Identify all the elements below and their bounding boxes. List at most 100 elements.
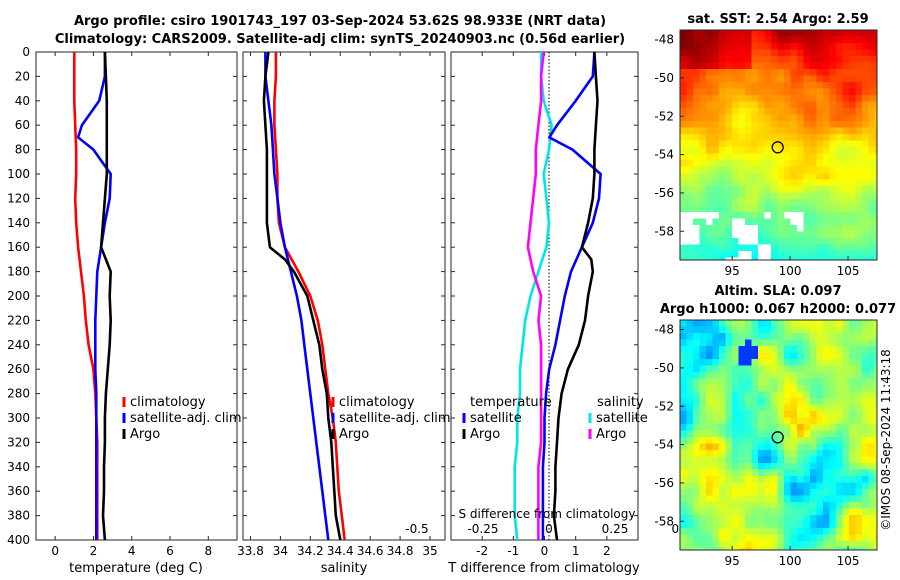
sla-map-cell [745,378,752,386]
sst-map-cell [855,49,863,57]
sla-map-cell [680,333,687,340]
sst-map-cell [784,127,791,135]
sst-map-cell [732,238,739,245]
sst-map-cell [686,231,694,239]
sla-map-cell [797,482,804,490]
sla-map-cell [771,456,778,464]
sst-map-cell [777,95,785,102]
sst-map-cell [829,179,837,187]
sst-map-cell [706,127,713,135]
sst-map-cell [849,257,856,260]
depth-tick-label: 40 [15,94,30,108]
sst-map-cell [829,218,837,226]
sla-map-cell [712,508,720,516]
sst-map-cell [816,153,824,161]
sst-map-cell [784,160,791,167]
sst-map-cell [836,192,843,200]
sla-map-cell [875,502,877,509]
sst-map-cell [764,192,772,200]
sla-map-cell [777,541,785,548]
sla-map-cell [706,430,713,438]
sla-map-cell [712,320,720,327]
sla-map-cell [725,508,733,516]
sla-map-cell [693,391,700,399]
sst-map-cell [797,49,804,57]
sla-map-cell [810,437,817,444]
sla-map-cell [816,391,824,399]
sst-map-cell [777,257,785,260]
sst-map-cell [868,95,876,102]
depth-tick-label: 220 [7,313,30,327]
sla-map-cell [836,359,843,366]
sla-map-cell [693,534,700,542]
sla-map-cell [758,378,765,386]
depth-tick-label: 80 [15,143,30,157]
sla-map-cell [764,515,772,522]
figure-title-line2: Climatology: CARS2009. Satellite-adj cli… [54,32,626,47]
sst-map-cell [751,212,759,219]
sla-map-cell [732,489,739,496]
sla-map-cell [712,534,720,542]
sst-map-cell [849,147,856,154]
sla-map-cell [764,326,772,334]
sla-map-cell [875,372,877,379]
sla-map-cell [680,417,687,425]
sla-map-cell [810,508,817,516]
sst-map-cell [829,173,837,180]
sla-map-cell [699,398,707,405]
sst-map-cell [693,101,700,109]
sst-map-cell [784,108,791,115]
sst-map-cell [712,179,720,187]
sst-map-cell [719,69,726,76]
sla-map-cell [751,469,759,477]
sst-map-cell [725,62,733,70]
sla-map-cell [823,320,830,327]
sst-map-cell [699,127,707,135]
sst-map-cell [751,56,759,63]
depth-tick-label: 240 [7,338,30,352]
sst-map-cell [875,186,877,193]
sla-map-cell [849,508,856,516]
sst-map-cell [868,173,876,180]
sla-map-cell [842,508,850,516]
sst-map-cell [699,69,707,76]
sst-map-cell [803,231,811,239]
sla-map-cell [842,411,850,418]
sla-map-cell [712,502,720,509]
sst-map-cell [803,121,811,128]
sla-map-cell [803,508,811,516]
sla-map-cell [862,378,869,386]
sst-map-cell [797,186,804,193]
sst-map-cell [738,49,746,57]
sst-map-cell [712,108,720,115]
sla-map-cell [745,372,752,379]
sst-map-cell [719,75,726,83]
sst-map-cell [699,82,707,89]
sla-map-cell [751,456,759,464]
sla-map-cell [680,456,687,464]
sla-map-cell [706,502,713,509]
sla-map-cell [797,443,804,451]
sla-map-cell [862,541,869,548]
sst-map-cell [875,147,877,154]
sst-map-cell [758,251,765,258]
sla-map-cell [764,398,772,405]
salinity-axes-box [242,51,446,541]
sst-map-cell [790,134,798,141]
sst-map-cell [868,49,876,57]
sla-map-cell [784,352,791,360]
sla-map-cell [823,398,830,405]
sst-map-cell [758,127,765,135]
sla-map-cell [810,411,817,418]
sst-map-cell [849,134,856,141]
sla-map-cell [680,378,687,386]
sst-map-cell [777,127,785,135]
sst-map-cell [823,69,830,76]
sst-map-cell [719,114,726,122]
sst-map-cell [771,134,778,141]
sst-map-cell [790,108,798,115]
sst-map-cell [855,199,863,206]
sla-map-cell [732,378,739,386]
sst-map-cell [777,166,785,174]
sst-map-cell [862,205,869,213]
